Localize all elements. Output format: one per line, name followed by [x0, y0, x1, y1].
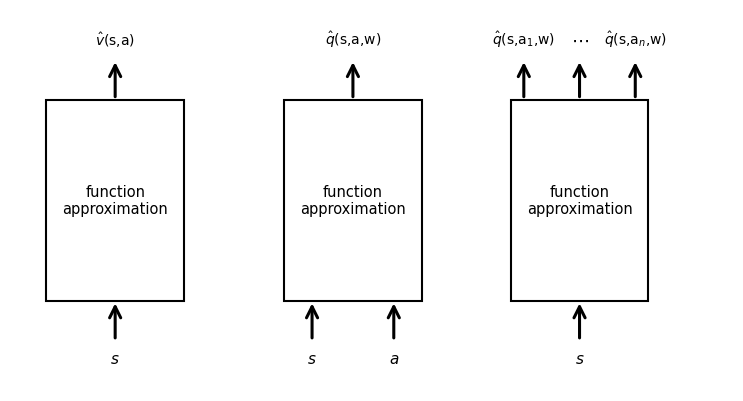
Text: $\hat{q}$(s,a,w): $\hat{q}$(s,a,w) [325, 30, 381, 50]
Text: $\hat{q}$(s,a$_n$,w): $\hat{q}$(s,a$_n$,w) [604, 30, 666, 50]
Text: a: a [389, 351, 398, 366]
Text: function
approximation: function approximation [300, 184, 406, 217]
Text: s: s [111, 351, 119, 366]
Text: function
approximation: function approximation [527, 184, 632, 217]
Bar [284, 100, 421, 301]
Bar [46, 100, 184, 301]
Text: $\hat{v}$(s,a): $\hat{v}$(s,a) [95, 31, 135, 50]
Text: function
approximation: function approximation [62, 184, 168, 217]
Text: s: s [576, 351, 583, 366]
Text: s: s [308, 351, 316, 366]
Text: $\hat{q}$(s,a$_1$,w): $\hat{q}$(s,a$_1$,w) [493, 30, 555, 50]
Text: $\cdots$: $\cdots$ [571, 32, 588, 50]
Bar [511, 100, 648, 301]
